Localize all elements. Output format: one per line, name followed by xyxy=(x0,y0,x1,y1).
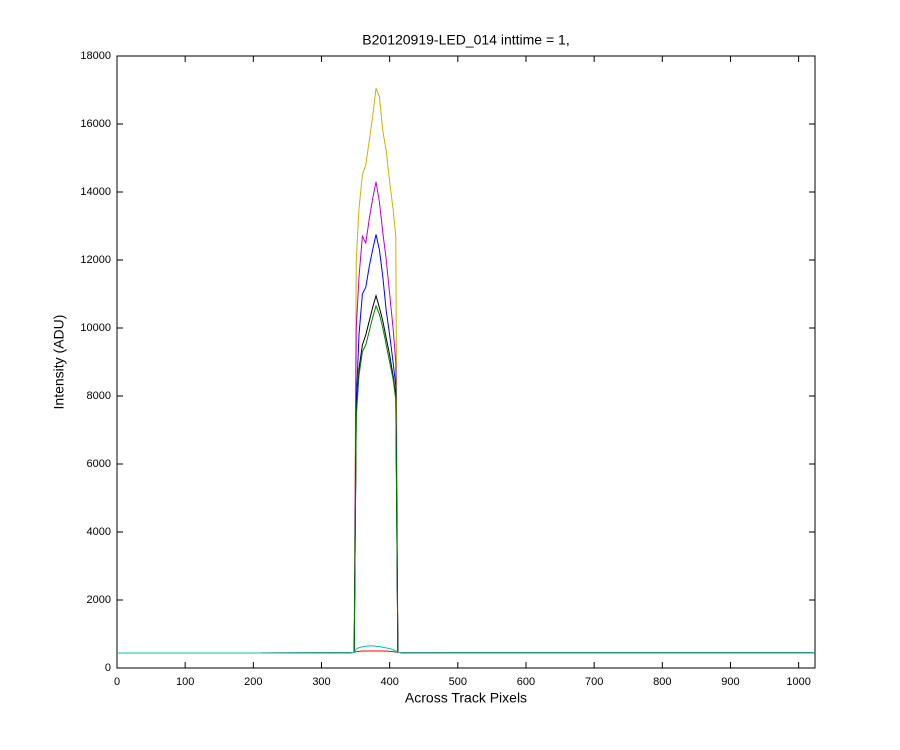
x-axis-label: Across Track Pixels xyxy=(405,690,527,706)
x-tick-label: 300 xyxy=(312,676,330,688)
x-tick-label: 900 xyxy=(721,676,739,688)
y-tick-label: 16000 xyxy=(80,118,111,130)
data-line xyxy=(117,645,815,654)
x-tick-label: 500 xyxy=(449,676,467,688)
plot-area xyxy=(116,55,816,669)
y-tick-label: 12000 xyxy=(80,254,111,266)
x-tick-label: 100 xyxy=(176,676,194,688)
x-tick-label: 0 xyxy=(114,676,120,688)
y-tick-label: 2000 xyxy=(87,594,111,606)
y-axis-label: Intensity (ADU) xyxy=(51,315,67,410)
x-tick-label: 600 xyxy=(517,676,535,688)
x-tick-label: 800 xyxy=(653,676,671,688)
x-tick-label: 400 xyxy=(380,676,398,688)
y-tick-label: 0 xyxy=(105,662,111,674)
x-tick-label: 200 xyxy=(244,676,262,688)
chart-title: B20120919-LED_014 inttime = 1, xyxy=(362,32,569,48)
y-tick-label: 6000 xyxy=(87,458,111,470)
y-tick-label: 4000 xyxy=(87,526,111,538)
y-tick-label: 8000 xyxy=(87,390,111,402)
x-tick-label: 1000 xyxy=(786,676,810,688)
y-tick-label: 14000 xyxy=(80,186,111,198)
x-tick-label: 700 xyxy=(585,676,603,688)
y-tick-label: 18000 xyxy=(80,50,111,62)
y-tick-label: 10000 xyxy=(80,322,111,334)
